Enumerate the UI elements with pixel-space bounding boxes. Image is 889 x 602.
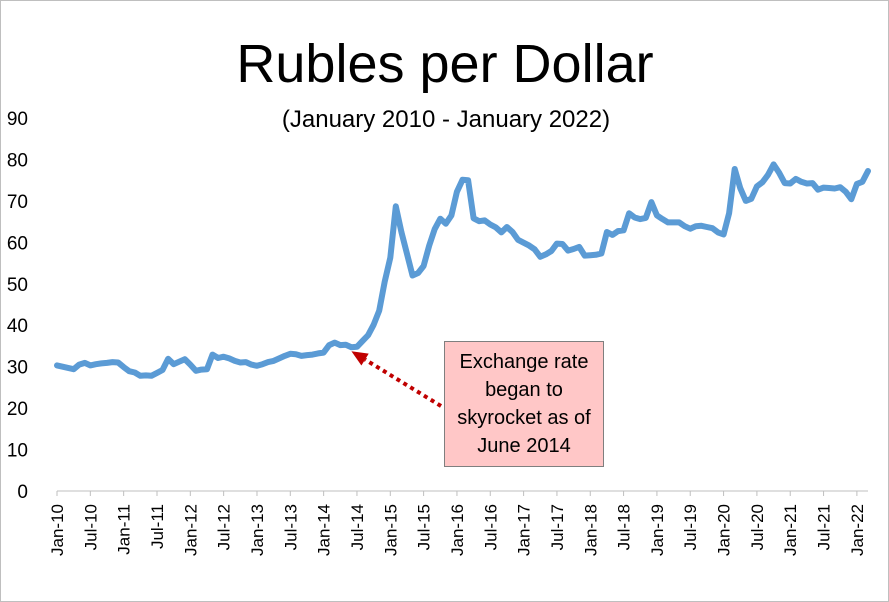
annotation-line-4: June 2014	[477, 435, 571, 457]
annotation-line-1: Exchange rate	[459, 351, 589, 373]
x-tick-label: Jul-13	[281, 504, 300, 550]
chart-title: Rubles per Dollar	[236, 34, 653, 94]
y-tick-label: 90	[7, 109, 28, 130]
x-tick-label: Jul-21	[815, 504, 834, 550]
x-tick-label: Jul-10	[81, 504, 100, 550]
y-tick-label: 40	[7, 316, 28, 337]
x-tick-label: Jul-17	[548, 504, 567, 550]
x-tick-label: Jul-16	[481, 504, 500, 550]
x-tick-label: Jan-18	[581, 504, 600, 556]
x-tick-label: Jan-14	[315, 504, 334, 556]
y-tick-label: 10	[7, 441, 28, 462]
x-tick-label: Jan-17	[515, 504, 534, 556]
annotation-arrow	[351, 351, 443, 408]
x-tick-label: Jul-11	[148, 504, 167, 549]
series-line	[54, 161, 871, 379]
x-tick-label: Jul-18	[615, 504, 634, 550]
chart-subtitle: (January 2010 - January 2022)	[282, 106, 610, 133]
annotation-arrow-head	[351, 351, 369, 366]
annotation-line-3: skyrocket as of	[457, 407, 591, 429]
x-tick-label: Jan-12	[181, 504, 200, 556]
x-tick-label: Jul-20	[748, 504, 767, 550]
x-tick-label: Jul-12	[215, 504, 234, 550]
x-tick-label: Jan-13	[248, 504, 267, 556]
annotation-arrow-shaft	[364, 357, 443, 408]
x-tick-label: Jan-15	[381, 504, 400, 556]
x-tick-label: Jan-20	[715, 504, 734, 556]
x-tick-label: Jan-16	[448, 504, 467, 556]
y-tick-label: 20	[7, 399, 28, 420]
y-tick-label: 60	[7, 233, 28, 254]
x-tick-label: Jan-19	[648, 504, 667, 556]
y-tick-label: 80	[7, 150, 28, 171]
y-tick-label: 30	[7, 358, 28, 379]
y-tick-label: 50	[7, 275, 28, 296]
x-tick-label: Jan-21	[781, 504, 800, 556]
x-tick-label: Jan-22	[848, 504, 867, 556]
annotation-note: Exchange rate began to skyrocket as of J…	[444, 341, 604, 467]
x-tick-label: Jul-19	[681, 504, 700, 550]
y-tick-label: 70	[7, 192, 28, 213]
x-tick-label: Jul-15	[415, 504, 434, 550]
x-tick-label: Jan-10	[48, 504, 67, 556]
x-tick-label: Jan-11	[115, 504, 134, 555]
annotation-line-2: began to	[485, 379, 563, 401]
y-tick-label: 0	[17, 482, 28, 503]
x-tick-label: Jul-14	[348, 504, 367, 550]
